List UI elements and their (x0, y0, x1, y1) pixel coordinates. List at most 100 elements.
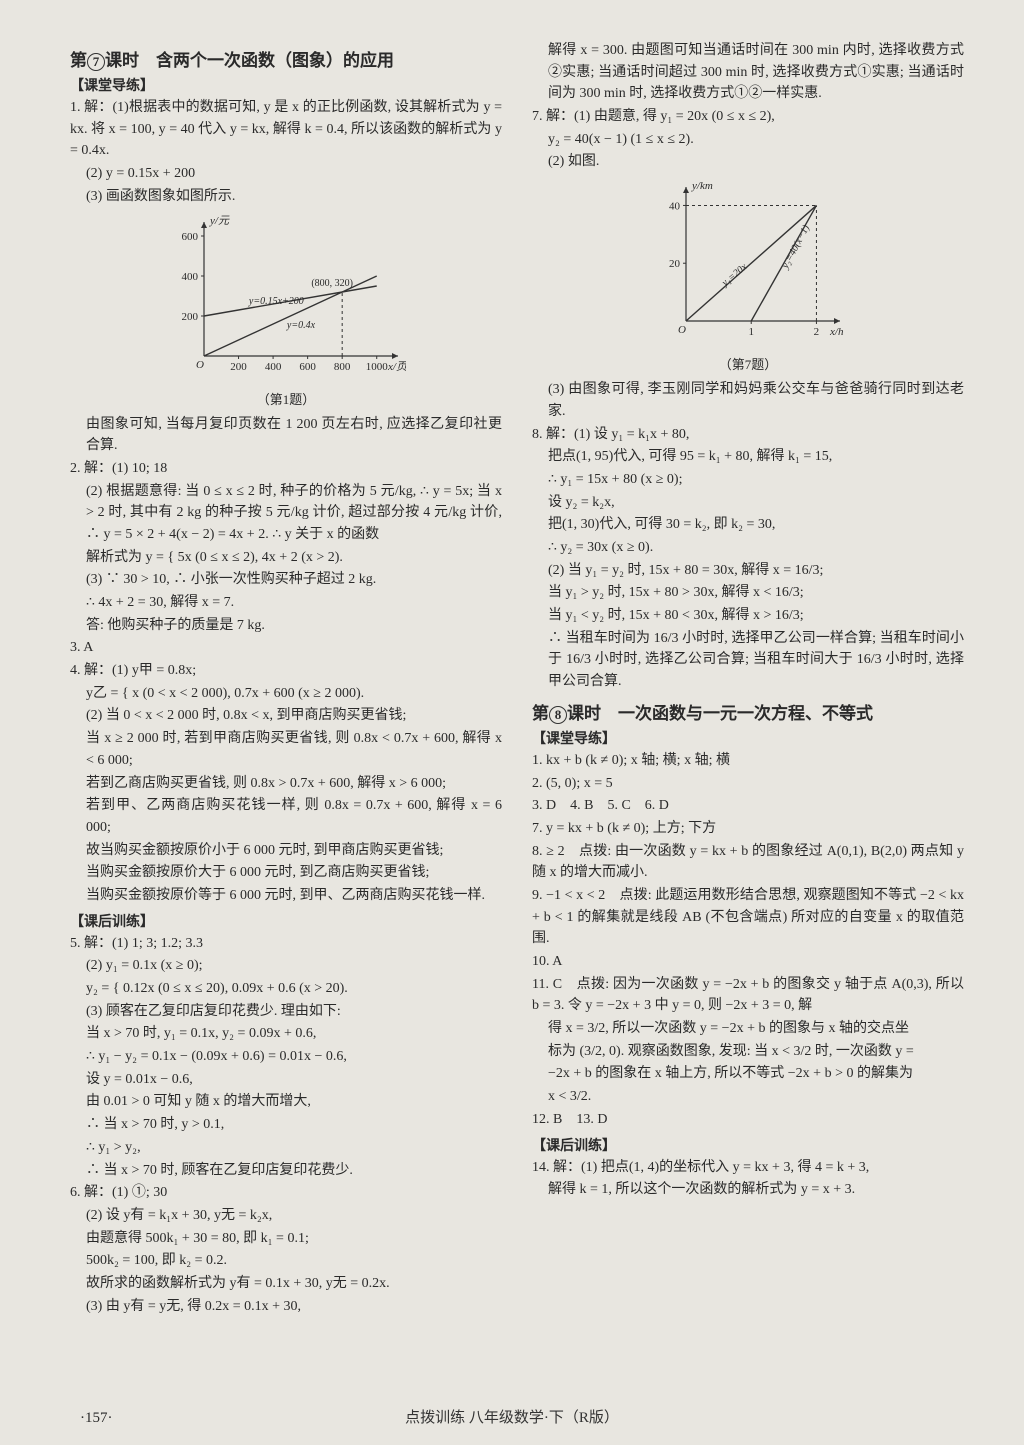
svg-text:y/元: y/元 (209, 215, 230, 227)
q2f: 答: 他购买种子的质量是 7 kg. (70, 615, 502, 637)
q5d: (3) 顾客在乙复印店复印花费少. 理由如下: (70, 1001, 502, 1023)
q1c: (3) 画函数图象如图所示. (70, 186, 502, 208)
svg-text:x/页: x/页 (387, 361, 406, 373)
lesson7-sec1: 【课堂导练】 (70, 75, 502, 95)
q6f: (3) 由 y有 = y无, 得 0.2x = 0.1x + 30, (70, 1296, 502, 1318)
q8j: ∴ 当租车时间为 16/3 小时时, 选择甲乙公司一样合算; 当租车时间小于 1… (532, 628, 964, 693)
lesson8-sec1: 【课堂导练】 (532, 728, 964, 748)
circled-num-7: 7 (87, 53, 105, 71)
chart7-svg: 1 2 20 40 Ox/h y/km y₁=20x y₂=40(x−1) (648, 177, 848, 347)
lesson7-sec2: 【课后训练】 (70, 911, 502, 931)
q4e: 若到乙商店购买更省钱, 则 0.8x > 0.7x + 600, 解得 x > … (70, 773, 502, 795)
q5c: y₂ = { 0.12x (0 ≤ x ≤ 20), 0.09x + 0.6 (… (70, 978, 502, 1000)
q5h: 由 0.01 > 0 可知 y 随 x 的增大而增大, (70, 1091, 502, 1113)
q7a: 7. 解：(1) 由题意, 得 y₁ = 20x (0 ≤ x ≤ 2), (532, 106, 964, 128)
q8f: ∴ y₂ = 30x (x ≥ 0). (532, 537, 964, 559)
svg-text:O: O (196, 359, 204, 371)
l8-7: 7. y = kx + b (k ≠ 0); 上方; 下方 (532, 818, 964, 840)
q7c: (2) 如图. (532, 151, 964, 173)
l8-10: 10. A (532, 951, 964, 973)
title-pre: 第 (70, 51, 87, 70)
q1b: (2) y = 0.15x + 200 (70, 163, 502, 185)
q2b: (2) 根据题意得: 当 0 ≤ x ≤ 2 时, 种子的价格为 5 元/kg,… (70, 481, 502, 546)
title-post: 课时 含两个一次函数（图象）的应用 (105, 51, 394, 70)
svg-text:200: 200 (230, 361, 247, 373)
l8-11d: −2x + b 的图象在 x 轴上方, 所以不等式 −2x + b > 0 的解… (532, 1063, 964, 1085)
q2a: 2. 解：(1) 10; 18 (70, 458, 502, 480)
q7b: y₂ = 40(x − 1) (1 ≤ x ≤ 2). (532, 129, 964, 151)
svg-text:800: 800 (334, 361, 351, 373)
q6a: 6. 解：(1) ①; 30 (70, 1182, 502, 1204)
title8-pre: 第 (532, 704, 549, 723)
q4b: y乙 = { x (0 < x < 2 000), 0.7x + 600 (x … (70, 683, 502, 705)
q8e: 把(1, 30)代入, 可得 30 = k₂, 即 k₂ = 30, (532, 514, 964, 536)
q8h: 当 y₁ > y₂ 时, 15x + 80 > 30x, 解得 x < 16/3… (532, 582, 964, 604)
svg-text:y=0.15x+200: y=0.15x+200 (248, 296, 304, 307)
svg-text:(800, 320): (800, 320) (311, 278, 353, 289)
q4f: 若到甲、乙两商店购买花钱一样, 则 0.8x = 0.7x + 600, 解得 … (70, 795, 502, 838)
q3: 3. A (70, 637, 502, 659)
svg-text:600: 600 (299, 361, 316, 373)
svg-text:400: 400 (182, 271, 199, 283)
svg-text:x/h: x/h (829, 326, 844, 338)
circled-num-8: 8 (549, 706, 567, 724)
l8-2: 2. (5, 0); x = 5 (532, 773, 964, 795)
q4c: (2) 当 0 < x < 2 000 时, 0.8x < x, 到甲商店购买更… (70, 705, 502, 727)
q6g: 解得 x = 300. 由题图可知当通话时间在 300 min 内时, 选择收费… (532, 40, 964, 105)
page-content: 第7课时 含两个一次函数（图象）的应用 【课堂导练】 1. 解：(1)根据表中的… (0, 0, 1024, 1360)
q5b: (2) y₁ = 0.1x (x ≥ 0); (70, 955, 502, 977)
lesson7-title: 第7课时 含两个一次函数（图象）的应用 (70, 46, 502, 71)
chart1-svg: 2004006008001000200400600Ox/页y/元y=0.15x+… (166, 212, 406, 382)
q2d: (3) ∵ 30 > 10, ∴ 小张一次性购买种子超过 2 kg. (70, 569, 502, 591)
fig7-caption: （第7题） (532, 354, 964, 373)
q2e: ∴ 4x + 2 = 30, 解得 x = 7. (70, 592, 502, 614)
q6b: (2) 设 y有 = k₁x + 30, y无 = k₂x, (70, 1205, 502, 1227)
q1d: 由图象可知, 当每月复印页数在 1 200 页左右时, 应选择乙复印社更合算. (70, 414, 502, 457)
l8-11c: 标为 (3/2, 0). 观察函数图象, 发现: 当 x < 3/2 时, 一次… (532, 1041, 964, 1063)
q6e: 故所求的函数解析式为 y有 = 0.1x + 30, y无 = 0.2x. (70, 1273, 502, 1295)
q8g: (2) 当 y₁ = y₂ 时, 15x + 80 = 30x, 解得 x = … (532, 560, 964, 582)
figure-1: 2004006008001000200400600Ox/页y/元y=0.15x+… (70, 212, 502, 408)
svg-text:400: 400 (265, 361, 282, 373)
q5a: 5. 解：(1) 1; 3; 1.2; 3.3 (70, 933, 502, 955)
l8-11b: 得 x = 3/2, 所以一次函数 y = −2x + b 的图象与 x 轴的交… (532, 1018, 964, 1040)
svg-text:O: O (678, 324, 686, 336)
q5g: 设 y = 0.01x − 0.6, (70, 1069, 502, 1091)
q5j: ∴ y₁ > y₂, (70, 1137, 502, 1159)
q8i: 当 y₁ < y₂ 时, 15x + 80 < 30x, 解得 x > 16/3… (532, 605, 964, 627)
svg-text:y₂=40(x−1): y₂=40(x−1) (780, 223, 813, 272)
q8d: 设 y₂ = k₂x, (532, 492, 964, 514)
q8b: 把点(1, 95)代入, 可得 95 = k₁ + 80, 解得 k₁ = 15… (532, 446, 964, 468)
q5i: ∴ 当 x > 70 时, y > 0.1, (70, 1114, 502, 1136)
q4h: 当购买金额按原价大于 6 000 元时, 到乙商店购买更省钱; (70, 862, 502, 884)
q4g: 故当购买金额按原价小于 6 000 元时, 到甲商店购买更省钱; (70, 840, 502, 862)
l8-14b: 解得 k = 1, 所以这个一次函数的解析式为 y = x + 3. (532, 1179, 964, 1201)
title8-post: 课时 一次函数与一元一次方程、不等式 (567, 704, 873, 723)
svg-text:y₁=20x: y₁=20x (719, 261, 750, 289)
svg-text:1: 1 (748, 326, 754, 338)
l8-14a: 14. 解：(1) 把点(1, 4)的坐标代入 y = kx + 3, 得 4 … (532, 1157, 964, 1179)
q8a: 8. 解：(1) 设 y₁ = k₁x + 80, (532, 424, 964, 446)
q7d: (3) 由图象可得, 李玉刚同学和妈妈乘公交车与爸爸骑行同时到达老家. (532, 379, 964, 422)
q6c: 由题意得 500k₁ + 30 = 80, 即 k₁ = 0.1; (70, 1228, 502, 1250)
q4d: 当 x ≥ 2 000 时, 若到甲商店购买更省钱, 则 0.8x < 0.7x… (70, 728, 502, 771)
q6d: 500k₂ = 100, 即 k₂ = 0.2. (70, 1250, 502, 1272)
q1a: 1. 解：(1)根据表中的数据可知, y 是 x 的正比例函数, 设其解析式为 … (70, 97, 502, 162)
q4a: 4. 解：(1) y甲 = 0.8x; (70, 660, 502, 682)
svg-text:40: 40 (669, 201, 681, 213)
l8-11a: 11. C 点拨: 因为一次函数 y = −2x + b 的图象交 y 轴于点 … (532, 974, 964, 1017)
q4i: 当购买金额按原价等于 6 000 元时, 到甲、乙两商店购买花钱一样. (70, 885, 502, 907)
figure-7: 1 2 20 40 Ox/h y/km y₁=20x y₂=40(x−1) （第7题） (532, 177, 964, 373)
q5e: 当 x > 70 时, y₁ = 0.1x, y₂ = 0.09x + 0.6, (70, 1023, 502, 1045)
l8-12: 12. B 13. D (532, 1109, 964, 1131)
svg-text:y/km: y/km (691, 180, 713, 192)
lesson8-title: 第8课时 一次函数与一元一次方程、不等式 (532, 699, 964, 724)
svg-text:2: 2 (814, 326, 820, 338)
l8-11e: x < 3/2. (532, 1086, 964, 1108)
q5f: ∴ y₁ − y₂ = 0.1x − (0.09x + 0.6) = 0.01x… (70, 1046, 502, 1068)
q2c: 解析式为 y = { 5x (0 ≤ x ≤ 2), 4x + 2 (x > 2… (70, 547, 502, 569)
l8-3: 3. D 4. B 5. C 6. D (532, 795, 964, 817)
q8c: ∴ y₁ = 15x + 80 (x ≥ 0); (532, 469, 964, 491)
footer-text: 点拨训练 八年级数学·下（R版） (0, 1406, 1024, 1427)
svg-text:20: 20 (669, 258, 681, 270)
